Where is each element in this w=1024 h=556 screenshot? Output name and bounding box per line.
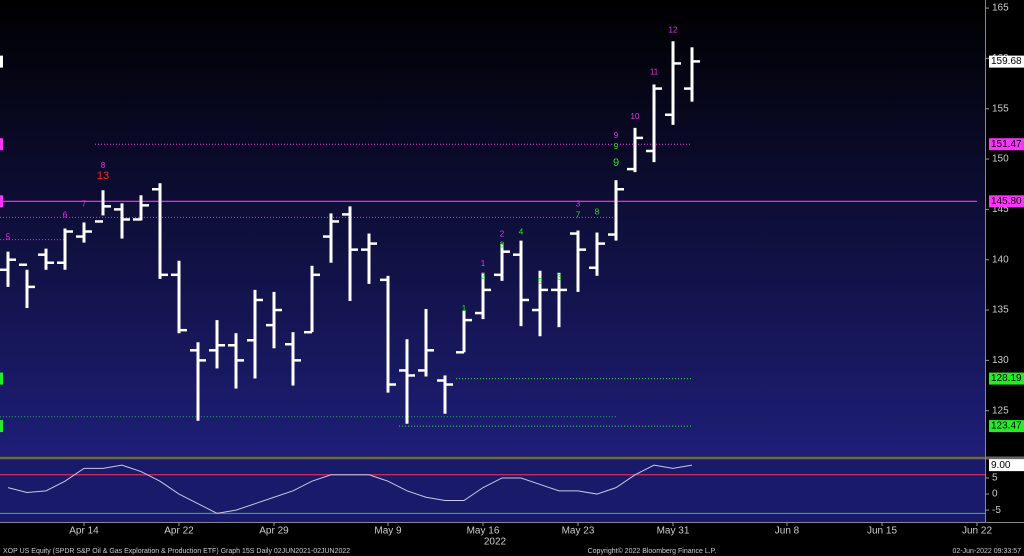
td-count: 10 — [631, 112, 640, 121]
td-count: 12 — [669, 25, 678, 34]
td-count: 8 — [595, 208, 600, 217]
level-label: 151.47 — [991, 139, 1022, 150]
level-label: 145.80 — [991, 196, 1022, 207]
td-count: 1 — [462, 304, 467, 313]
td-count: 2 — [500, 230, 505, 239]
level-marker — [0, 372, 3, 385]
td-count: 9 — [614, 131, 619, 140]
y-tick-label: 140 — [992, 254, 1009, 265]
level-badge — [989, 55, 1024, 68]
td-count: 2 — [481, 272, 486, 281]
y-tick-label: 145 — [992, 204, 1009, 215]
level-badge — [989, 372, 1024, 385]
y2-tick-label: -5 — [992, 505, 1001, 516]
level-badge — [989, 138, 1024, 151]
td-count: 6 — [557, 273, 562, 282]
footer-left: XOP US Equity (SPDR S&P Oil & Gas Explor… — [3, 548, 350, 555]
level-label: 128.19 — [991, 373, 1022, 384]
y-tick-label: 135 — [992, 305, 1009, 316]
osc-line — [7, 464, 693, 514]
oscillator-panel — [0, 460, 985, 522]
td-count: 13 — [97, 170, 109, 182]
footer-center: Copyright© 2022 Bloomberg Finance L.P. — [588, 547, 717, 555]
x-tick-label: Apr 14 — [69, 526, 99, 537]
level-badge — [989, 195, 1024, 208]
osc-last-label: 9.00 — [991, 460, 1011, 471]
x-tick-label: Jun 8 — [775, 526, 800, 537]
x-tick-label: Jun 15 — [867, 526, 897, 537]
td-count: 4 — [519, 228, 524, 237]
td-count: 6 — [63, 211, 68, 220]
level-badge — [989, 420, 1024, 433]
x-tick-label: Apr 22 — [164, 526, 194, 537]
y-tick-label: 130 — [992, 355, 1009, 366]
level-marker — [0, 195, 3, 208]
level-marker — [0, 55, 3, 68]
price-panel — [0, 0, 985, 456]
td-count: 5 — [6, 233, 11, 242]
y-tick-label: 125 — [992, 405, 1009, 416]
x-tick-label: May 23 — [562, 526, 595, 537]
level-label: 123.47 — [991, 421, 1022, 432]
x-tick-label: Jun 22 — [962, 526, 992, 537]
x-tick-label: May 16 — [467, 526, 500, 537]
td-count: 7 — [576, 211, 581, 220]
td-count: 7 — [82, 199, 87, 208]
y2-tick-label: 5 — [992, 473, 998, 484]
td-count: 9 — [614, 142, 619, 151]
y-tick-label: 165 — [992, 3, 1009, 14]
footer-right: 02-Jun-2022 09:33:57 — [953, 548, 1022, 555]
td-count: 3 — [500, 241, 505, 250]
y-tick-label: 155 — [992, 103, 1009, 114]
td-count: 11 — [650, 68, 659, 77]
level-marker — [0, 420, 3, 433]
td-count: 8 — [101, 161, 106, 170]
td-count: 1 — [481, 259, 486, 268]
td-count: 3 — [576, 199, 581, 208]
x-tick-label: May 9 — [374, 526, 402, 537]
x-tick-label: Apr 29 — [259, 526, 289, 537]
td-count: 9 — [613, 157, 619, 169]
level-label: 159.68 — [991, 56, 1022, 67]
x-tick-label: May 31 — [657, 526, 690, 537]
y2-tick-label: 0 — [992, 489, 998, 500]
y-tick-label: 150 — [992, 154, 1009, 165]
level-marker — [0, 138, 3, 151]
td-count: 5 — [538, 277, 543, 286]
year-label: 2022 — [484, 537, 507, 548]
osc-last-badge — [989, 459, 1024, 472]
